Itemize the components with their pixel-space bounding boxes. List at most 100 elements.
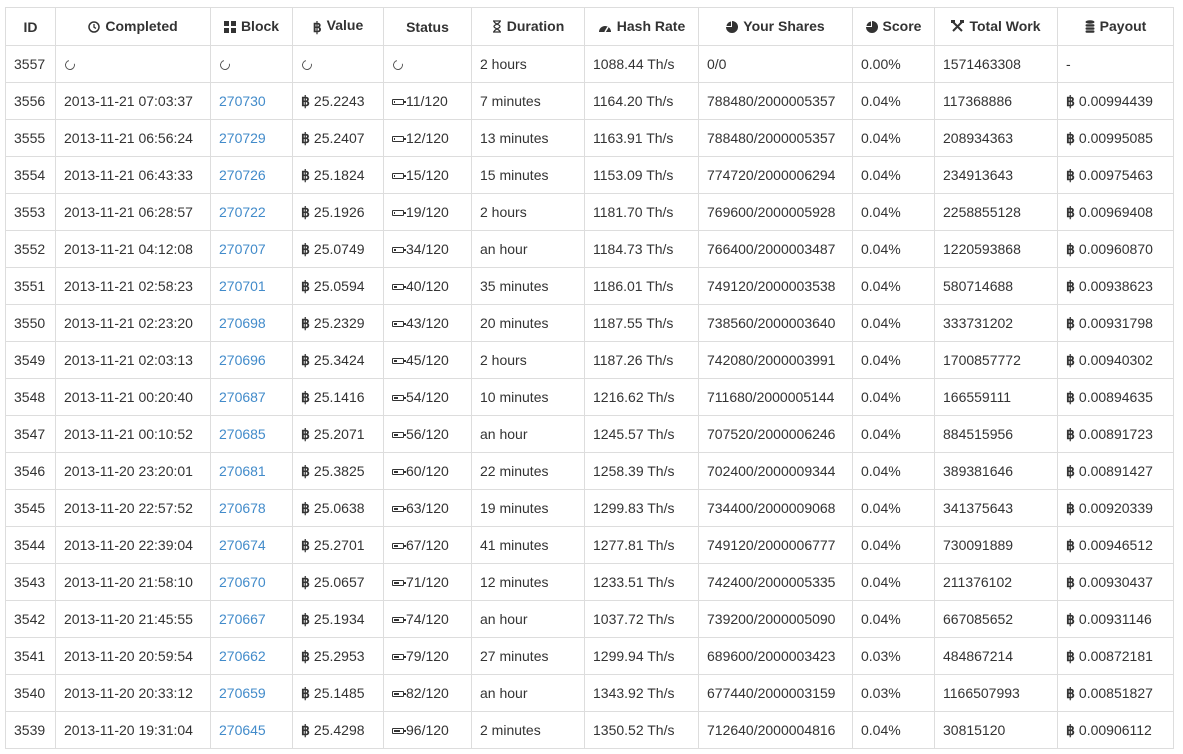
block-link[interactable]: 270685 — [219, 426, 266, 442]
header-block[interactable]: Block — [210, 7, 293, 46]
block-link[interactable]: 270730 — [219, 93, 266, 109]
payout-amount: 0.00920339 — [1078, 499, 1153, 516]
bitcoin-icon: ฿ — [1066, 573, 1075, 590]
cell-payout: ฿ 0.00938623 — [1057, 267, 1174, 305]
cell-hash-rate: 1216.62 Th/s — [584, 378, 699, 416]
cell-block: 270707 — [210, 230, 293, 268]
cell-shares: 774720/2000006294 — [698, 156, 853, 194]
header-score[interactable]: Score — [852, 7, 935, 46]
block-link[interactable]: 270698 — [219, 315, 266, 331]
cell-id: 3556 — [5, 82, 56, 120]
block-link[interactable]: 270678 — [219, 500, 266, 516]
cell-id: 3546 — [5, 452, 56, 490]
cell-status: 40/120 — [383, 267, 472, 305]
block-link[interactable]: 270726 — [219, 167, 266, 183]
block-link[interactable]: 270667 — [219, 611, 266, 627]
block-link[interactable]: 270681 — [219, 463, 266, 479]
battery-level — [394, 249, 397, 251]
block-link[interactable]: 270696 — [219, 352, 266, 368]
block-link[interactable]: 270729 — [219, 130, 266, 146]
cell-completed: 2013-11-20 21:45:55 — [55, 600, 211, 638]
cell-hash-rate: 1233.51 Th/s — [584, 563, 699, 601]
cell-hash-rate: 1277.81 Th/s — [584, 526, 699, 564]
cell-duration: 10 minutes — [471, 378, 585, 416]
block-link[interactable]: 270707 — [219, 241, 266, 257]
battery-tip — [404, 434, 406, 436]
cell-shares: 788480/2000005357 — [698, 82, 853, 120]
cell-score: 0.04% — [852, 489, 935, 527]
status-text: 67/120 — [406, 537, 449, 553]
block-link[interactable]: 270674 — [219, 537, 266, 553]
cell-id: 3541 — [5, 637, 56, 675]
value-amount: 25.1926 — [313, 203, 365, 220]
cell-completed: 2013-11-21 06:28:57 — [55, 193, 211, 231]
battery-icon — [392, 432, 406, 438]
bitcoin-icon: ฿ — [301, 573, 310, 590]
battery-icon — [392, 543, 406, 549]
cell-duration: an hour — [471, 230, 585, 268]
bitcoin-icon: ฿ — [1066, 129, 1075, 146]
cell-value: ฿ 25.1485 — [292, 674, 384, 712]
header-completed[interactable]: Completed — [55, 7, 211, 46]
cell-hash-rate: 1343.92 Th/s — [584, 674, 699, 712]
battery-level — [394, 101, 395, 103]
block-link[interactable]: 270701 — [219, 278, 266, 294]
cell-status: 79/120 — [383, 637, 472, 675]
bitcoin-icon: ฿ — [1066, 166, 1075, 183]
cell-status: 71/120 — [383, 563, 472, 601]
cell-hash-rate: 1258.39 Th/s — [584, 452, 699, 490]
table-row: 3539 2013-11-20 19:31:04 270645 ฿ 25.4298 96/… — [5, 711, 1174, 749]
table-row-pending: 3557 2 hours 1088.44 Th/s 0/0 0.00% 1571… — [5, 45, 1174, 83]
loading-spinner-icon — [300, 58, 314, 72]
bitcoin-icon: ฿ — [301, 166, 310, 183]
bitcoin-icon: ฿ — [1066, 425, 1075, 442]
cell-payout: ฿ 0.00906112 — [1057, 711, 1174, 749]
cell-value: ฿ 25.2701 — [292, 526, 384, 564]
bitcoin-icon: ฿ — [301, 203, 310, 220]
cell-shares: 738560/2000003640 — [698, 304, 853, 342]
block-link[interactable]: 270662 — [219, 648, 266, 664]
cell-completed: 2013-11-21 02:23:20 — [55, 304, 211, 342]
cell-value: ฿ 25.1934 — [292, 600, 384, 638]
cell-duration: 19 minutes — [471, 489, 585, 527]
table-row: 3552 2013-11-21 04:12:08 270707 ฿ 25.0749 34/… — [5, 230, 1174, 268]
status-text: 34/120 — [406, 241, 449, 257]
cell-payout: ฿ 0.00930437 — [1057, 563, 1174, 601]
blocks-table: ID Completed Block ฿ Value Status Duratio… — [5, 7, 1174, 749]
block-link[interactable]: 270659 — [219, 685, 266, 701]
value-amount: 25.0749 — [313, 240, 365, 257]
bitcoin-icon: ฿ — [301, 721, 310, 738]
header-status[interactable]: Status — [383, 7, 472, 46]
header-hash-rate[interactable]: Hash Rate — [584, 7, 699, 46]
cell-id: 3548 — [5, 378, 56, 416]
header-duration[interactable]: Duration — [471, 7, 585, 46]
payout-amount: 0.00995085 — [1078, 129, 1153, 146]
payout-amount: 0.00930437 — [1078, 573, 1153, 590]
battery-level — [394, 656, 400, 658]
cell-completed: 2013-11-21 04:12:08 — [55, 230, 211, 268]
cell-shares: 769600/2000005928 — [698, 193, 853, 231]
block-link[interactable]: 270645 — [219, 722, 266, 738]
header-total-work[interactable]: Total Work — [934, 7, 1058, 46]
battery-tip — [404, 360, 406, 362]
header-your-shares[interactable]: Your Shares — [698, 7, 853, 46]
cell-payout: ฿ 0.00872181 — [1057, 637, 1174, 675]
table-row: 3555 2013-11-21 06:56:24 270729 ฿ 25.2407 12/… — [5, 119, 1174, 157]
table-row: 3544 2013-11-20 22:39:04 270674 ฿ 25.2701 67/… — [5, 526, 1174, 564]
header-payout[interactable]: Payout — [1057, 7, 1174, 46]
block-link[interactable]: 270670 — [219, 574, 266, 590]
cell-total-work: 30815120 — [934, 711, 1058, 749]
status-text: 56/120 — [406, 426, 449, 442]
value-amount: 25.0594 — [313, 277, 365, 294]
block-link[interactable]: 270687 — [219, 389, 266, 405]
battery-tip — [404, 508, 406, 510]
battery-level — [394, 360, 397, 362]
cell-id: 3552 — [5, 230, 56, 268]
header-id[interactable]: ID — [5, 7, 56, 46]
cell-payout: ฿ 0.00969408 — [1057, 193, 1174, 231]
block-link[interactable]: 270722 — [219, 204, 266, 220]
header-value[interactable]: ฿ Value — [292, 7, 384, 46]
cell-value: ฿ 25.2953 — [292, 637, 384, 675]
cell-hash-rate: 1350.52 Th/s — [584, 711, 699, 749]
cell-shares: 0/0 — [698, 45, 853, 83]
